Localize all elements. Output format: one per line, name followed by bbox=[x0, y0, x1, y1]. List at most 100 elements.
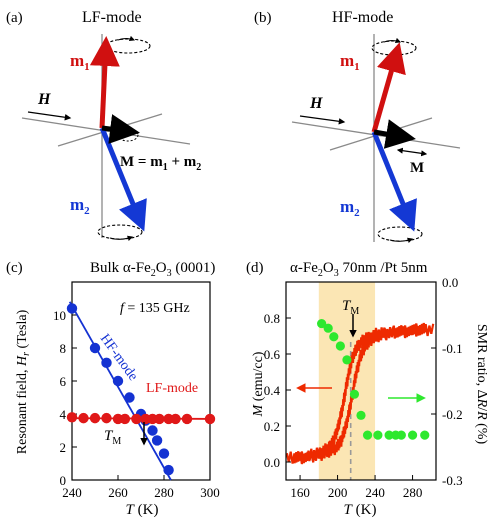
panel-c-x-tick-label: 240 bbox=[62, 485, 82, 500]
panel-b-net-m-vector bbox=[373, 119, 416, 149]
panel-a-m2-precession-arrow bbox=[109, 235, 134, 241]
panel-a-m1-label: m1 bbox=[70, 51, 90, 73]
panel-c-lf-mode-point bbox=[101, 412, 112, 424]
panel-c-x-tick-label: 300 bbox=[200, 485, 220, 500]
panel-d-m-cooling-line bbox=[293, 323, 435, 465]
panel-d-smr-point bbox=[317, 318, 327, 329]
panel-a-net-m-vector bbox=[101, 114, 140, 144]
panel-d-x-tick-label: 160 bbox=[290, 485, 310, 500]
panel-c-ticks: 240 260 280 300 0 2 4 6 8 10 bbox=[53, 308, 220, 500]
panel-b-m1-vector bbox=[371, 42, 406, 133]
panel-d-smr-point bbox=[396, 430, 406, 440]
panel-c-y-tick-label: 8 bbox=[60, 341, 67, 356]
panel-d-smr-point bbox=[407, 430, 418, 440]
panel-c-hf-mode-point bbox=[89, 342, 101, 354]
panel-d-left-y-axis-label: M (emu/cc) bbox=[251, 351, 266, 417]
panel-d-smr-point bbox=[349, 389, 360, 399]
panel-b-m-label: M bbox=[410, 160, 424, 176]
panel-c-y-tick-label: 6 bbox=[60, 374, 67, 389]
panel-c-hf-mode-point bbox=[124, 392, 135, 403]
panel-d-y-tick-label: 0.6 bbox=[264, 347, 281, 362]
panel-c-y-tick-label: 0 bbox=[60, 473, 67, 488]
panel-b-m1-label: m1 bbox=[340, 51, 360, 73]
panel-c-lf-mode-point bbox=[131, 413, 142, 425]
panel-a-label: (a) bbox=[6, 10, 23, 26]
panel-c-x-axis-label: T (K) bbox=[126, 502, 159, 518]
panel-b: (b) HF-mode H m1 m2 M bbox=[254, 9, 461, 243]
panel-c-lf-mode-point bbox=[181, 413, 193, 425]
panel-d-y-tick-label: 0.0 bbox=[264, 455, 280, 470]
panel-b-m2-precession-orbit bbox=[377, 226, 423, 242]
panel-d-plot-frame bbox=[285, 281, 437, 481]
panel-c-hf-mode-point bbox=[158, 448, 170, 459]
panel-d-smr-point bbox=[342, 355, 352, 365]
panel-b-m1-precession-arrow bbox=[383, 37, 402, 44]
panel-a-m2-precession-orbit bbox=[97, 224, 143, 240]
panel-d-y2-tick-label: -0.1 bbox=[442, 341, 463, 356]
panel-c-hf-mode-point bbox=[151, 435, 163, 446]
panel-b-m2-label: m2 bbox=[340, 197, 360, 219]
panel-c-y-axis-label: Resonant field, Hr (Tesla) bbox=[15, 309, 32, 454]
panel-c-lf-mode-point bbox=[89, 412, 101, 424]
panel-c-frequency-label: f = 135 GHz bbox=[120, 301, 190, 316]
panel-d-smr-point bbox=[335, 341, 345, 351]
panel-c-hf-mode-point bbox=[112, 375, 124, 387]
panel-a-h-label: H bbox=[37, 91, 51, 108]
panel-c-label: (c) bbox=[6, 260, 23, 276]
panel-d-label: (d) bbox=[246, 260, 264, 276]
panel-a-title: LF-mode bbox=[82, 9, 142, 26]
panel-d-smr-point bbox=[384, 430, 394, 440]
panel-a-m2-label: m2 bbox=[70, 195, 90, 217]
panel-c-y-tick-label: 2 bbox=[60, 440, 67, 455]
panel-d-smr-point bbox=[420, 430, 430, 440]
panel-d-smr-point bbox=[329, 332, 339, 342]
panel-b-label: (b) bbox=[254, 10, 272, 26]
panel-c-lf-mode-label: LF-mode bbox=[146, 381, 198, 396]
panel-c-lf-mode-point bbox=[170, 413, 181, 425]
panel-c-lf-mode-point bbox=[66, 412, 78, 423]
panel-c-lf-mode-point bbox=[78, 412, 89, 424]
panel-d: (d) α-Fe2O3 70nm /Pt 5nm 160 200 240 280 0.0… bbox=[246, 260, 489, 518]
panel-c-y-tick-label: 4 bbox=[60, 407, 67, 422]
panel-d-tm-label: TM bbox=[342, 298, 359, 317]
panel-a: (a) LF-mode H m1 m2 M = m1 + m2 bbox=[6, 9, 201, 241]
panel-d-x-tick-label: 200 bbox=[328, 485, 348, 500]
panel-c-lf-mode-point bbox=[154, 413, 165, 425]
panel-c-lf-mode-point bbox=[119, 413, 131, 425]
panel-c-hf-mode-point bbox=[66, 303, 78, 314]
panel-a-m1-vector bbox=[89, 36, 120, 129]
panel-b-h-arrow bbox=[299, 115, 346, 125]
panel-a-m2-vector bbox=[99, 127, 147, 232]
panel-d-x-tick-label: 240 bbox=[365, 485, 385, 500]
panel-a-m-equation: M = m1 + m2 bbox=[120, 154, 201, 173]
panel-a-h-arrow bbox=[27, 111, 72, 121]
panel-d-ticks: 160 200 240 280 0.0 0.2 0.4 0.6 0.8 0.0 -0.1 -0.2 -0… bbox=[264, 275, 463, 500]
panel-d-right-y-axis-label: SMR ratio, ΔR/R (%) bbox=[474, 324, 489, 445]
panel-c-hf-mode-point bbox=[147, 425, 158, 436]
panel-b-m-oscillation-arrow bbox=[396, 147, 428, 157]
panel-b-title: HF-mode bbox=[332, 9, 393, 26]
panel-d-series bbox=[285, 318, 435, 465]
panel-d-x-axis-label: T (K) bbox=[344, 502, 377, 518]
panel-c-title: Bulk α-Fe2O3 (0001) bbox=[90, 260, 215, 279]
panel-d-x-tick-label: 280 bbox=[403, 485, 423, 500]
panel-d-smr-point bbox=[323, 323, 333, 333]
panel-c-tm-label: TM bbox=[104, 428, 121, 447]
panel-c-hf-mode-point bbox=[101, 357, 112, 369]
panel-b-h-label: H bbox=[309, 95, 323, 112]
panel-d-y2-tick-label: 0.0 bbox=[442, 275, 458, 290]
panel-c-lf-mode-point bbox=[204, 413, 216, 425]
panel-c: (c) Bulk α-Fe2O3 (0001) 240 260 280 300 0 2 4 6… bbox=[6, 260, 220, 518]
panel-c-y-tick-label: 10 bbox=[53, 308, 66, 323]
panel-c-x-tick-label: 280 bbox=[154, 485, 174, 500]
panel-c-hf-mode-point bbox=[163, 464, 174, 476]
panel-c-hf-mode-fit-line bbox=[68, 301, 172, 481]
panel-d-smr-point bbox=[373, 430, 383, 440]
panel-d-smr-point bbox=[356, 410, 366, 420]
panel-d-y-tick-label: 0.4 bbox=[264, 383, 281, 398]
panel-d-y2-tick-label: -0.2 bbox=[442, 407, 463, 422]
panel-d-y2-tick-label: -0.3 bbox=[442, 473, 463, 488]
panel-d-smr-point bbox=[362, 430, 373, 440]
panel-c-x-tick-label: 260 bbox=[108, 485, 128, 500]
panel-d-y-tick-label: 0.2 bbox=[264, 419, 280, 434]
